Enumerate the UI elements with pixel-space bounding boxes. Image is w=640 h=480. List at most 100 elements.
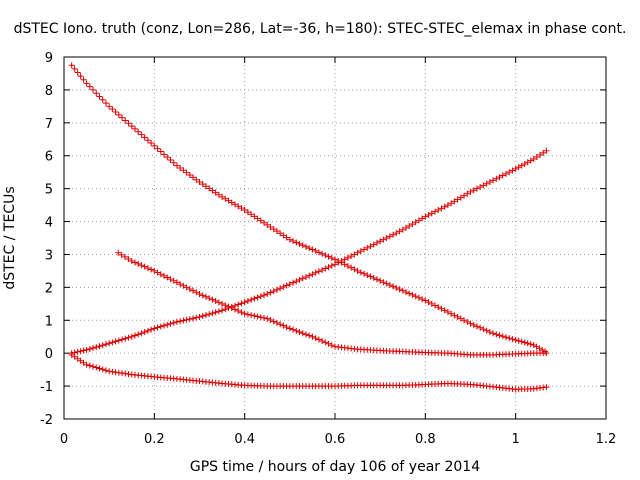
data-point	[167, 156, 174, 163]
data-point	[270, 226, 277, 233]
y-tick-label: 3	[45, 248, 53, 263]
data-point	[299, 275, 306, 282]
data-point	[109, 339, 116, 346]
data-point	[141, 134, 148, 141]
data-point	[186, 286, 193, 293]
data-point	[86, 83, 93, 90]
data-point	[80, 347, 87, 354]
data-point	[296, 240, 303, 247]
data-point	[380, 279, 387, 286]
data-point	[190, 315, 197, 322]
data-point	[509, 336, 516, 343]
data-point	[383, 235, 390, 241]
data-point	[319, 337, 326, 344]
data-point	[161, 272, 168, 279]
data-point	[212, 189, 219, 196]
data-point	[396, 228, 403, 235]
data-point	[364, 272, 371, 279]
series-1	[68, 62, 549, 355]
data-point	[96, 93, 103, 100]
plot-frame	[63, 56, 607, 420]
data-point	[112, 109, 119, 116]
data-point	[93, 90, 100, 97]
data-point	[177, 281, 184, 288]
data-point	[80, 76, 87, 83]
data-point	[483, 327, 490, 334]
data-point	[390, 231, 397, 238]
data-point	[373, 239, 380, 246]
data-point	[215, 191, 222, 198]
data-point	[309, 246, 316, 253]
data-point	[402, 224, 409, 231]
y-tick-label: 9	[45, 51, 53, 66]
data-point	[128, 258, 135, 265]
data-point	[74, 348, 81, 355]
data-point	[293, 239, 300, 246]
data-point	[161, 151, 168, 158]
data-point	[390, 283, 397, 290]
x-tick-label: 0.6	[325, 432, 346, 447]
data-point	[199, 181, 206, 188]
data-point	[470, 187, 477, 194]
data-point	[302, 274, 309, 281]
data-point	[102, 341, 109, 348]
data-point	[157, 148, 164, 155]
grid	[64, 57, 606, 419]
data-point	[241, 207, 248, 214]
data-point	[448, 200, 455, 207]
data-point	[135, 128, 142, 135]
data-point	[461, 317, 468, 324]
y-tick-label: -1	[40, 380, 53, 395]
data-point	[267, 223, 274, 230]
data-point	[341, 256, 348, 263]
data-point	[502, 170, 509, 177]
data-point	[241, 310, 248, 317]
data-point	[277, 285, 284, 292]
data-point	[540, 149, 547, 156]
data-point	[180, 167, 187, 174]
data-point	[238, 309, 245, 316]
data-point	[328, 254, 335, 261]
data-point	[115, 249, 122, 256]
data-point	[451, 198, 458, 205]
data-point	[228, 199, 235, 206]
data-point	[377, 277, 384, 284]
data-point	[357, 269, 364, 276]
data-point	[286, 281, 293, 288]
data-point	[386, 282, 393, 289]
data-point	[244, 311, 251, 318]
data-point	[286, 236, 293, 243]
data-point	[83, 80, 90, 87]
data-point	[264, 290, 271, 297]
data-point	[77, 73, 84, 80]
data-point	[125, 334, 132, 341]
data-point	[68, 62, 75, 69]
data-point	[419, 296, 426, 303]
data-point	[277, 321, 284, 328]
data-point	[106, 103, 113, 110]
data-point	[448, 310, 455, 317]
data-point	[219, 300, 226, 307]
x-tick-label: 1.2	[596, 432, 617, 447]
data-point	[199, 292, 206, 299]
data-point	[367, 243, 374, 250]
data-point	[119, 336, 126, 343]
data-point	[425, 299, 432, 306]
data-point	[367, 273, 374, 280]
data-point	[267, 317, 274, 324]
data-point	[157, 323, 164, 330]
data-point	[231, 201, 238, 208]
data-point	[186, 316, 193, 323]
x-tick-label: 0	[60, 432, 68, 447]
data-point	[351, 251, 358, 258]
data-point	[177, 318, 184, 325]
data-point	[357, 248, 364, 255]
data-point	[235, 307, 242, 314]
data-point	[206, 295, 213, 302]
data-point	[524, 340, 531, 347]
data-point	[131, 125, 138, 132]
data-point	[373, 276, 380, 283]
data-point	[186, 172, 193, 179]
data-point	[286, 325, 293, 332]
data-point	[296, 276, 303, 283]
